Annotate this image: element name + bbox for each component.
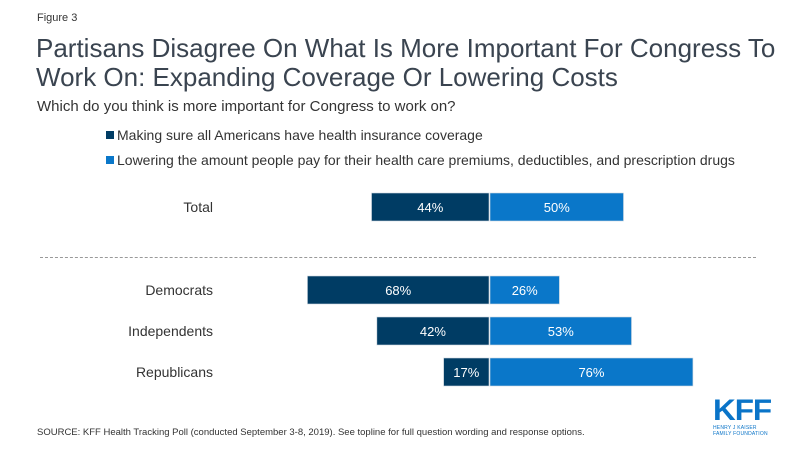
bar-democrats-costs	[489, 275, 560, 305]
source-note: SOURCE: KFF Health Tracking Poll (conduc…	[37, 427, 585, 438]
logo-line-2: FAMILY FOUNDATION	[713, 431, 768, 437]
category-label-democrats: Democrats	[145, 282, 213, 298]
chart-title: Partisans Disagree On What Is More Impor…	[36, 33, 776, 92]
bar-independents-costs	[489, 316, 632, 346]
legend-label-coverage: Making sure all Americans have health in…	[117, 127, 483, 143]
legend-swatch-costs	[106, 156, 114, 164]
value-label-independents-coverage: 42%	[420, 324, 446, 339]
legend-label-costs: Lowering the amount people pay for their…	[117, 152, 735, 168]
value-label-republicans-costs: 76%	[578, 365, 604, 380]
value-label-total-costs: 50%	[544, 200, 570, 215]
logo-mark: KFF	[713, 394, 772, 427]
value-label-democrats-coverage: 68%	[385, 283, 411, 298]
category-label-independents: Independents	[128, 323, 213, 339]
bar-republicans-costs	[489, 357, 694, 387]
section-divider	[40, 257, 756, 258]
bar-total-coverage	[371, 192, 490, 222]
value-label-republicans-coverage: 17%	[453, 365, 479, 380]
value-label-democrats-costs: 26%	[512, 283, 538, 298]
legend-item-coverage: Making sure all Americans have health in…	[106, 127, 766, 144]
bar-republicans-coverage	[443, 357, 490, 387]
figure-label: Figure 3	[37, 12, 78, 24]
category-label-republicans: Republicans	[136, 364, 213, 380]
bar-total-costs	[489, 192, 624, 222]
value-label-independents-costs: 53%	[548, 324, 574, 339]
category-label-total: Total	[183, 199, 213, 215]
legend-swatch-coverage	[106, 131, 114, 139]
bar-independents-coverage	[376, 316, 490, 346]
bar-democrats-coverage	[307, 275, 490, 305]
value-label-total-coverage: 44%	[417, 200, 443, 215]
kff-logo: KFF HENRY J KAISER FAMILY FOUNDATION	[713, 394, 773, 438]
legend-item-costs: Lowering the amount people pay for their…	[106, 152, 766, 169]
legend: Making sure all Americans have health in…	[106, 127, 766, 177]
chart-subtitle: Which do you think is more important for…	[37, 98, 456, 115]
logo-line-1: HENRY J KAISER	[713, 425, 757, 431]
